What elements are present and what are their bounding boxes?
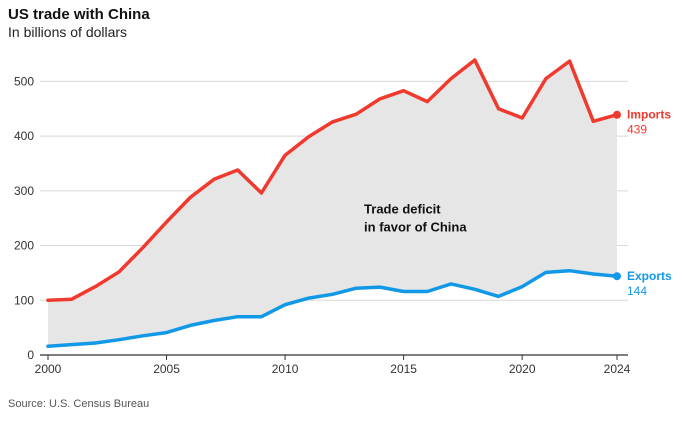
annotation-line: Trade deficit [364, 202, 441, 217]
y-tick-label: 300 [14, 184, 34, 198]
source-note: Source: U.S. Census Bureau [8, 398, 150, 410]
imports-end-marker [613, 110, 621, 119]
x-tick-label: 2015 [390, 362, 417, 376]
exports-end-marker [613, 272, 621, 281]
imports-series-name: Imports [627, 108, 671, 122]
exports-line [46, 268, 619, 348]
y-tick-label: 200 [14, 239, 34, 253]
y-axis-ticks: 0 100 200 300 400 500 [14, 74, 34, 362]
y-tick-label: 100 [14, 293, 34, 307]
exports-series-name: Exports [627, 269, 672, 283]
x-tick-label: 2024 [604, 362, 631, 376]
x-tick-label: 2020 [509, 362, 536, 376]
exports-end-value: 144 [627, 284, 647, 298]
chart-title: US trade with China [8, 6, 150, 23]
annotation-line: in favor of China [364, 220, 467, 235]
x-tick-label: 2010 [272, 362, 299, 376]
chart-subtitle: In billions of dollars [8, 24, 128, 40]
y-tick-label: 500 [14, 74, 34, 88]
imports-line [46, 58, 619, 303]
trade-deficit-area [48, 60, 617, 347]
y-tick-label: 0 [27, 348, 34, 362]
annotation: Trade deficit in favor of China [364, 202, 467, 235]
y-tick-label: 400 [14, 129, 34, 143]
imports-end-value: 439 [627, 123, 647, 137]
x-tick-label: 2005 [153, 362, 180, 376]
x-tick-label: 2000 [35, 362, 62, 376]
x-axis-ticks: 2000 2005 2010 2015 2020 2024 [35, 355, 631, 376]
